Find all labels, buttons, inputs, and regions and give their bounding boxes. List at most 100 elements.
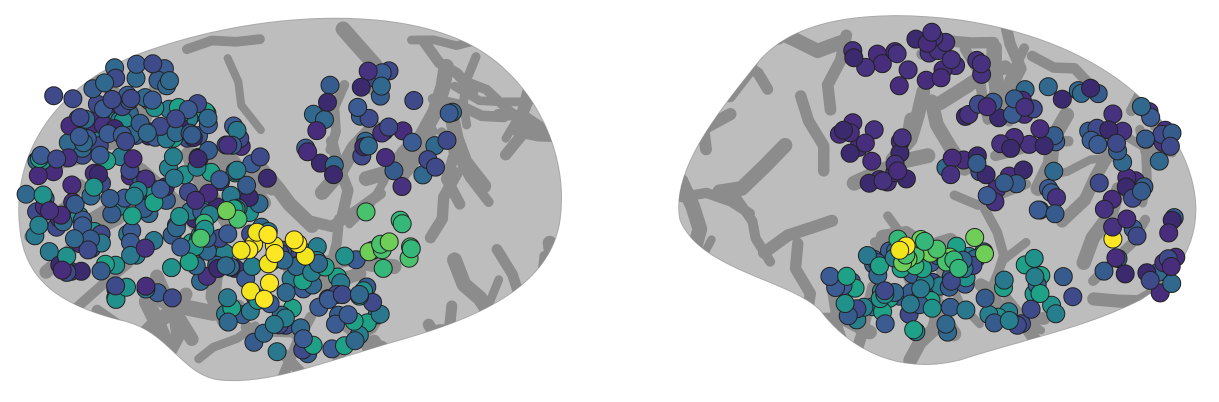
sulcus — [413, 58, 454, 145]
electrode — [351, 77, 371, 97]
electrode — [401, 239, 421, 259]
electrode — [1131, 97, 1151, 116]
electrode — [834, 120, 853, 140]
electrode — [994, 173, 1014, 193]
sulcus — [678, 235, 716, 305]
electrode — [121, 89, 141, 108]
electrode — [151, 179, 171, 199]
electrode — [198, 108, 218, 128]
sulcus — [182, 34, 265, 55]
electrode — [191, 228, 211, 248]
electrode — [1047, 188, 1066, 208]
electrode — [1030, 119, 1050, 139]
electrode — [326, 314, 345, 334]
electrode — [164, 168, 184, 188]
electrodes — [16, 22, 1186, 364]
electrode — [65, 194, 85, 214]
electrode — [39, 242, 59, 262]
electrode — [124, 186, 144, 206]
sulcus — [534, 250, 550, 335]
sulcus — [712, 138, 793, 200]
electrode — [888, 161, 908, 181]
electrode — [977, 97, 997, 117]
electrode — [90, 145, 110, 165]
sulcus — [758, 214, 839, 259]
electrode — [1024, 248, 1044, 268]
electrode — [941, 165, 961, 185]
sulcus — [493, 292, 553, 343]
electrode — [338, 305, 358, 325]
electrode — [136, 276, 156, 296]
electrode — [870, 256, 889, 276]
electrode — [1053, 267, 1073, 287]
sulcus — [999, 15, 1027, 99]
electrode — [999, 311, 1019, 330]
electrode — [373, 258, 393, 278]
electrode — [942, 148, 962, 168]
sulcus — [1093, 325, 1135, 365]
electrode — [332, 285, 352, 305]
electrode — [1094, 199, 1114, 219]
electrode — [123, 149, 143, 169]
sulcus — [424, 167, 463, 244]
electrode — [160, 71, 179, 91]
electrode — [356, 202, 376, 222]
electrode — [1088, 135, 1108, 154]
electrode — [940, 297, 960, 317]
electrode — [844, 48, 864, 68]
electrode — [1162, 274, 1182, 293]
electrode — [890, 240, 910, 260]
electrode — [217, 201, 236, 221]
electrode — [1160, 136, 1180, 156]
electrode — [402, 132, 422, 152]
sulcus — [18, 361, 50, 381]
electrode — [1063, 287, 1083, 307]
electrode — [163, 147, 183, 167]
sulcus — [702, 31, 785, 54]
electrode — [62, 175, 82, 195]
electrode — [210, 170, 230, 190]
electrode — [29, 215, 49, 235]
electrode — [1140, 270, 1160, 290]
electrode — [100, 189, 120, 208]
electrode — [1038, 77, 1058, 97]
electrode — [166, 109, 186, 129]
electrode — [320, 75, 340, 95]
electrode — [1045, 204, 1065, 224]
electrode — [1052, 89, 1072, 109]
electrode — [170, 207, 190, 226]
electrode — [135, 238, 155, 258]
electrode — [1103, 217, 1123, 237]
electrode — [231, 240, 251, 260]
electrode — [835, 294, 855, 313]
electrode — [1044, 161, 1064, 181]
electrode — [892, 128, 912, 148]
electrode — [922, 22, 942, 42]
electrode — [857, 246, 877, 265]
sulcus — [444, 107, 492, 194]
electrode — [31, 145, 51, 165]
electrode — [257, 168, 277, 188]
electrode — [348, 97, 368, 117]
electrode — [335, 246, 355, 266]
electrode — [63, 89, 83, 109]
electrode — [33, 185, 53, 205]
sulcus — [1128, 288, 1161, 361]
electrode — [965, 228, 985, 247]
electrode — [967, 153, 987, 173]
electrode — [318, 92, 337, 112]
electrode — [1015, 97, 1035, 117]
sulcus — [450, 81, 526, 107]
electrode — [971, 54, 991, 74]
electrode — [47, 149, 67, 169]
electrode — [379, 117, 399, 137]
electrode — [1159, 223, 1179, 243]
electrode — [260, 273, 279, 293]
sulcus — [419, 36, 479, 97]
sulcus — [1145, 341, 1185, 365]
electrode — [376, 148, 395, 167]
electrode — [267, 342, 287, 362]
electrode — [975, 288, 995, 308]
